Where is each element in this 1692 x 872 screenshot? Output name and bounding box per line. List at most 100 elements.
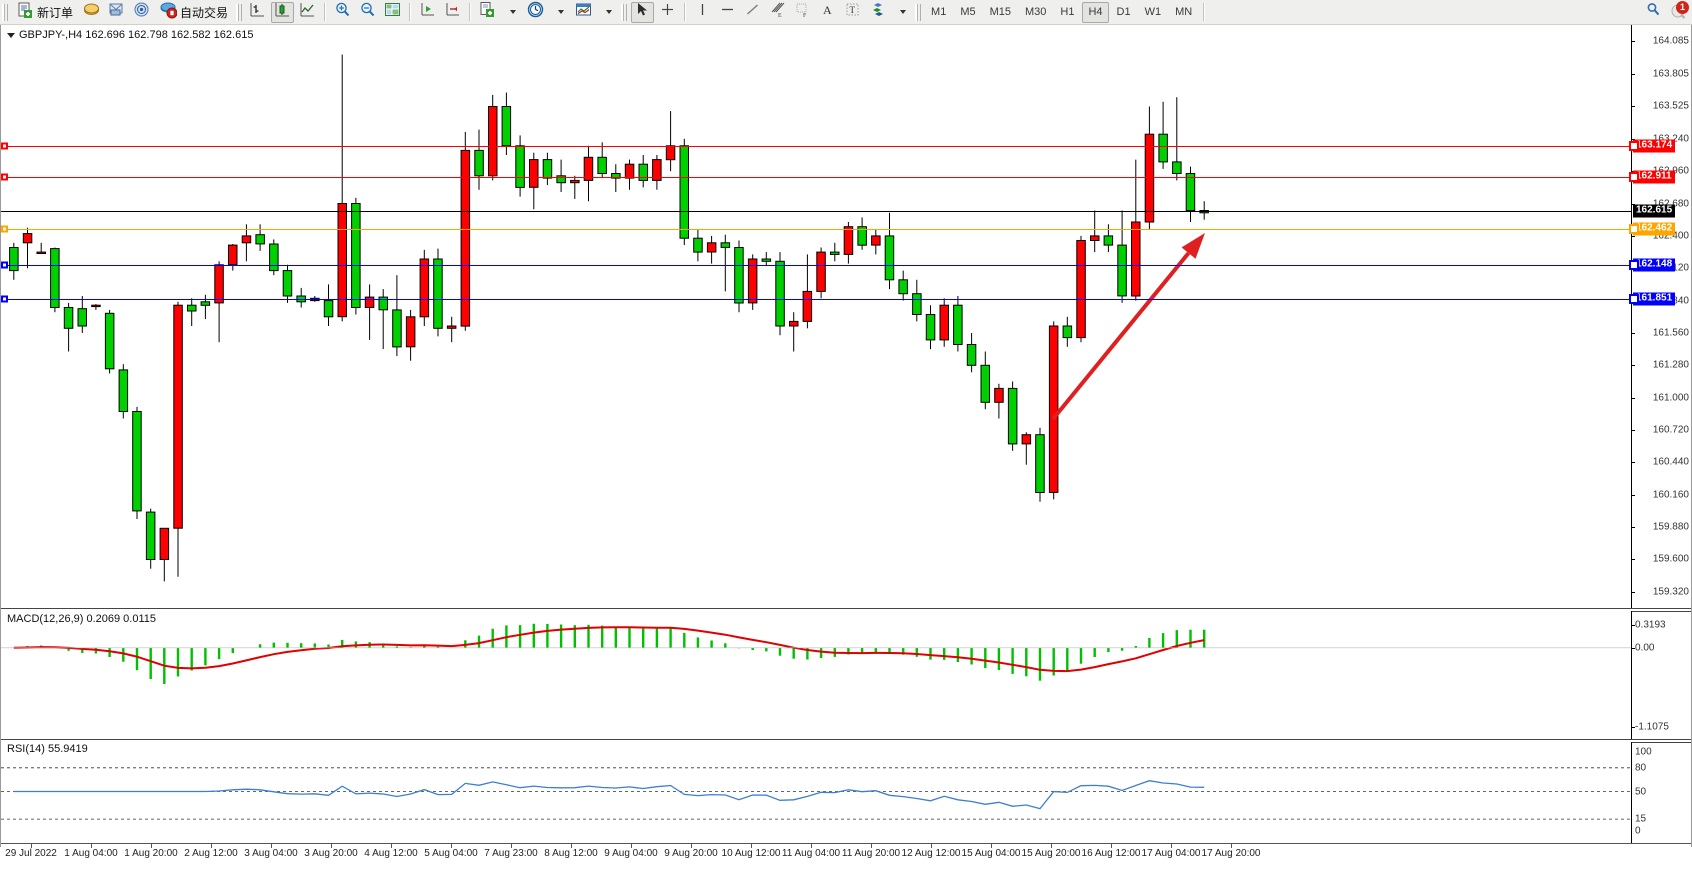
new-order-button[interactable]: 新订单 xyxy=(12,1,78,24)
price-pane[interactable]: GBPJPY-,H4 162.696 162.798 162.582 162.6… xyxy=(1,25,1631,608)
level-handle-resistance-2[interactable] xyxy=(1,173,8,181)
level-line-bid-line[interactable] xyxy=(1,211,1631,213)
price-tag-support-2[interactable]: 161.851 xyxy=(1633,292,1676,306)
macd-pane[interactable]: MACD(12,26,9) 0.2069 0.0115 xyxy=(1,611,1631,739)
level-line-support-1[interactable] xyxy=(1,265,1631,267)
symbol-info-label: GBPJPY-,H4 162.696 162.798 162.582 162.6… xyxy=(7,29,253,41)
indicators-dropdown[interactable] xyxy=(501,2,522,23)
macd-axis: 0.3193 0.00 -1.1075 xyxy=(1631,611,1691,739)
time-tick xyxy=(151,844,152,848)
level-handle-support-1[interactable] xyxy=(1,261,8,269)
toolbar-separator-3 xyxy=(469,3,472,21)
timeframe-m15-button[interactable]: M15 xyxy=(989,6,1011,18)
timeframe-w1-button[interactable]: W1 xyxy=(1144,6,1162,18)
time-tick-label: 12 Aug 12:00 xyxy=(901,848,961,859)
toolbar-grip[interactable] xyxy=(2,3,8,21)
horizontal-line-button[interactable] xyxy=(716,2,739,23)
auto-trading-button[interactable]: 自动交易 xyxy=(155,1,233,24)
alerts-button[interactable] xyxy=(80,2,103,23)
level-handle-support-2[interactable] xyxy=(1,295,8,303)
chart-shift-button[interactable] xyxy=(416,2,439,23)
drawing-group-grip[interactable] xyxy=(621,3,628,21)
templates-dropdown[interactable] xyxy=(597,2,618,23)
level-handle-pivot-line[interactable] xyxy=(1,225,8,233)
toolbar-separator-2 xyxy=(409,3,412,21)
indicators-icon xyxy=(479,1,496,23)
objects-icon xyxy=(869,1,886,23)
candlestick-chart-button[interactable] xyxy=(271,1,295,23)
timeframe-mn-button[interactable]: MN xyxy=(1175,6,1193,18)
trendline-button[interactable] xyxy=(741,2,764,23)
chart-type-group-grip[interactable] xyxy=(236,3,243,21)
level-handle-resistance-1[interactable] xyxy=(1,142,8,150)
chart-collapse-icon[interactable] xyxy=(7,32,15,38)
macd-label: MACD(12,26,9) 0.2069 0.0115 xyxy=(7,613,156,625)
new-order-icon xyxy=(17,2,34,22)
time-tick xyxy=(751,844,752,848)
objects-button[interactable] xyxy=(866,2,889,23)
price-tag-handle-pivot-line[interactable] xyxy=(1629,223,1639,234)
fibonacci-button[interactable]: E xyxy=(766,2,789,23)
crosshair-button[interactable] xyxy=(656,2,679,23)
time-axis[interactable]: 29 Jul 2022 1 Aug 04:00 1 Aug 20:00 2 Aug 1… xyxy=(1,843,1691,872)
price-tag-handle-support-1[interactable] xyxy=(1629,260,1639,271)
cursor-icon xyxy=(634,1,651,23)
level-line-resistance-2[interactable] xyxy=(1,176,1631,178)
timeframe-m5-button[interactable]: M5 xyxy=(960,6,976,18)
vertical-line-button[interactable] xyxy=(691,2,714,23)
text-object-button[interactable]: T xyxy=(841,2,864,23)
timeframe-group-grip[interactable] xyxy=(915,3,922,21)
chart-window[interactable]: GBPJPY-,H4 162.696 162.798 162.582 162.6… xyxy=(0,25,1692,872)
price-tag-resistance-2[interactable]: 162.911 xyxy=(1633,170,1675,184)
price-tag-bid-line[interactable]: 162.615 xyxy=(1633,204,1676,218)
auto-trading-label: 自动交易 xyxy=(180,5,229,20)
auto-scroll-button[interactable] xyxy=(441,2,464,23)
search-button[interactable] xyxy=(1642,2,1665,23)
objects-dropdown[interactable] xyxy=(891,2,912,23)
data-window-button[interactable] xyxy=(381,2,404,23)
price-tag-pivot-line[interactable]: 162.462 xyxy=(1633,222,1676,236)
price-tick xyxy=(1631,73,1635,75)
timeframe-d1-button[interactable]: D1 xyxy=(1116,6,1131,18)
equidistant-channel-button[interactable]: F xyxy=(791,2,814,23)
timeframe-group: M1 M5 M15 M30 H1 H4 D1 W1 MN xyxy=(924,1,1199,23)
price-tag-handle-resistance-1[interactable] xyxy=(1629,141,1639,152)
indicators-button[interactable] xyxy=(476,2,499,23)
timeframe-m30-button[interactable]: M30 xyxy=(1025,6,1047,18)
notification-button[interactable]: 1 xyxy=(1667,1,1691,23)
cursor-button[interactable] xyxy=(631,1,655,23)
signals-button[interactable] xyxy=(130,2,153,23)
time-tick xyxy=(991,844,992,848)
time-tick xyxy=(631,844,632,848)
macd-tick xyxy=(1631,727,1635,728)
price-tag-resistance-1[interactable]: 163.174 xyxy=(1633,139,1676,153)
price-tag-handle-resistance-2[interactable] xyxy=(1629,171,1639,182)
text-label-button[interactable]: A xyxy=(816,2,839,23)
price-tick-label: 162.400 xyxy=(1652,230,1689,242)
price-tag-handle-support-2[interactable] xyxy=(1629,294,1639,305)
price-tick-label: 164.085 xyxy=(1652,35,1689,47)
level-line-resistance-1[interactable] xyxy=(1,146,1631,148)
svg-text:F: F xyxy=(803,13,807,18)
period-dropdown[interactable] xyxy=(549,2,570,23)
level-line-pivot-line[interactable] xyxy=(1,228,1631,230)
zoom-out-button[interactable] xyxy=(356,2,379,23)
templates-button[interactable] xyxy=(572,2,595,23)
time-tick xyxy=(1111,844,1112,848)
zoom-in-button[interactable] xyxy=(331,2,354,23)
timeframe-h4-button[interactable]: H4 xyxy=(1082,1,1109,23)
timeframe-m1-button[interactable]: M1 xyxy=(931,6,947,18)
price-axis[interactable]: 164.085163.805163.525163.240162.960162.6… xyxy=(1631,25,1691,608)
rsi-pane[interactable]: RSI(14) 55.9419 xyxy=(1,742,1631,843)
bar-chart-button[interactable] xyxy=(246,2,269,23)
period-button[interactable] xyxy=(524,1,547,23)
time-tick-label: 3 Aug 04:00 xyxy=(244,848,298,859)
mailbox-button[interactable] xyxy=(105,2,128,23)
price-tag-support-1[interactable]: 162.148 xyxy=(1633,258,1676,272)
time-tick-label: 8 Aug 12:00 xyxy=(544,848,598,859)
timeframe-h1-button[interactable]: H1 xyxy=(1060,6,1075,18)
level-line-support-2[interactable] xyxy=(1,299,1631,301)
price-tick-label: 160.160 xyxy=(1652,489,1689,501)
line-chart-button[interactable] xyxy=(296,2,319,23)
price-tick-label: 159.880 xyxy=(1652,521,1689,533)
